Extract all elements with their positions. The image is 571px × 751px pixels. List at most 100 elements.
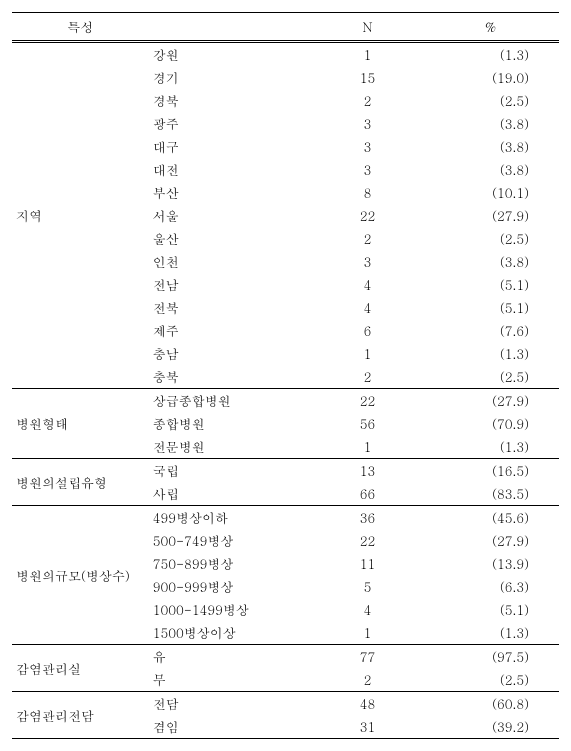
row-label: 부산 <box>149 181 313 204</box>
col-header-pct: % <box>422 13 559 42</box>
row-label: 사립 <box>149 482 313 506</box>
group-label: 병원의설립유형 <box>12 459 149 506</box>
col-header-n: N <box>313 13 422 42</box>
row-n: 8 <box>313 181 422 204</box>
row-label: 전북 <box>149 296 313 319</box>
table-row: 감염관리전담전담48(60.8) <box>12 692 559 716</box>
row-pct: (39.2) <box>422 715 559 739</box>
row-n: 36 <box>313 506 422 530</box>
row-n: 4 <box>313 296 422 319</box>
row-label: 울산 <box>149 227 313 250</box>
row-n: 11 <box>313 552 422 575</box>
row-n: 3 <box>313 250 422 273</box>
row-pct: (2.5) <box>422 227 559 250</box>
row-pct: (2.5) <box>422 365 559 389</box>
row-n: 56 <box>313 412 422 435</box>
row-pct: (16.5) <box>422 459 559 483</box>
row-n: 77 <box>313 645 422 669</box>
row-label: 유 <box>149 645 313 669</box>
row-label: 충남 <box>149 342 313 365</box>
row-label: 전문병원 <box>149 435 313 459</box>
row-pct: (60.8) <box>422 692 559 716</box>
row-n: 22 <box>313 204 422 227</box>
row-n: 1 <box>313 621 422 645</box>
row-n: 5 <box>313 575 422 598</box>
row-n: 4 <box>313 273 422 296</box>
row-label: 전담 <box>149 692 313 716</box>
row-n: 1 <box>313 342 422 365</box>
row-pct: (1.3) <box>422 42 559 67</box>
row-pct: (1.3) <box>422 342 559 365</box>
row-label: 750-899병상 <box>149 552 313 575</box>
row-pct: (27.9) <box>422 529 559 552</box>
col-header-blank <box>149 13 313 42</box>
row-pct: (3.8) <box>422 135 559 158</box>
row-pct: (1.3) <box>422 435 559 459</box>
row-label: 서울 <box>149 204 313 227</box>
row-pct: (70.9) <box>422 412 559 435</box>
row-pct: (27.9) <box>422 204 559 227</box>
row-label: 강원 <box>149 42 313 67</box>
table-header-row: 특성 N % <box>12 13 559 42</box>
row-pct: (3.8) <box>422 158 559 181</box>
row-n: 3 <box>313 158 422 181</box>
row-label: 겸임 <box>149 715 313 739</box>
row-pct: (27.9) <box>422 389 559 413</box>
row-n: 22 <box>313 529 422 552</box>
row-pct: (19.0) <box>422 66 559 89</box>
row-n: 4 <box>313 598 422 621</box>
group-label: 병원의규모(병상수) <box>12 506 149 645</box>
row-pct: (5.1) <box>422 598 559 621</box>
row-label: 전남 <box>149 273 313 296</box>
table-row: 감염관리실유77(97.5) <box>12 645 559 669</box>
row-pct: (6.3) <box>422 575 559 598</box>
row-label: 경기 <box>149 66 313 89</box>
row-n: 6 <box>313 319 422 342</box>
table-row: 병원형태상급종합병원22(27.9) <box>12 389 559 413</box>
row-n: 13 <box>313 459 422 483</box>
table-row: 병원의규모(병상수)499병상이하36(45.6) <box>12 506 559 530</box>
row-label: 무 <box>149 668 313 692</box>
row-n: 2 <box>313 89 422 112</box>
characteristics-table: 특성 N % 지역강원1(1.3)경기15(19.0)경북2(2.5)광주3(3… <box>12 12 559 739</box>
row-pct: (2.5) <box>422 89 559 112</box>
row-n: 48 <box>313 692 422 716</box>
row-pct: (83.5) <box>422 482 559 506</box>
table-row: 병원의설립유형국립13(16.5) <box>12 459 559 483</box>
group-label: 병원형태 <box>12 389 149 459</box>
row-n: 2 <box>313 227 422 250</box>
row-label: 1000-1499병상 <box>149 598 313 621</box>
row-label: 상급종합병원 <box>149 389 313 413</box>
table-body: 지역강원1(1.3)경기15(19.0)경북2(2.5)광주3(3.8)대구3(… <box>12 42 559 739</box>
row-label: 500-749병상 <box>149 529 313 552</box>
row-n: 2 <box>313 365 422 389</box>
row-n: 31 <box>313 715 422 739</box>
group-label: 감염관리전담 <box>12 692 149 739</box>
row-pct: (5.1) <box>422 296 559 319</box>
row-n: 66 <box>313 482 422 506</box>
row-pct: (3.8) <box>422 250 559 273</box>
row-label: 제주 <box>149 319 313 342</box>
row-pct: (7.6) <box>422 319 559 342</box>
row-label: 900-999병상 <box>149 575 313 598</box>
row-pct: (3.8) <box>422 112 559 135</box>
row-pct: (10.1) <box>422 181 559 204</box>
row-n: 15 <box>313 66 422 89</box>
group-label: 감염관리실 <box>12 645 149 692</box>
row-n: 1 <box>313 42 422 67</box>
row-label: 499병상이하 <box>149 506 313 530</box>
row-n: 2 <box>313 668 422 692</box>
row-label: 1500병상이상 <box>149 621 313 645</box>
col-header-characteristic: 특성 <box>12 13 149 42</box>
row-n: 3 <box>313 112 422 135</box>
table-row: 지역강원1(1.3) <box>12 42 559 67</box>
row-n: 22 <box>313 389 422 413</box>
row-label: 경북 <box>149 89 313 112</box>
row-label: 대전 <box>149 158 313 181</box>
row-label: 종합병원 <box>149 412 313 435</box>
row-pct: (45.6) <box>422 506 559 530</box>
row-pct: (2.5) <box>422 668 559 692</box>
row-n: 3 <box>313 135 422 158</box>
row-label: 인천 <box>149 250 313 273</box>
row-n: 1 <box>313 435 422 459</box>
